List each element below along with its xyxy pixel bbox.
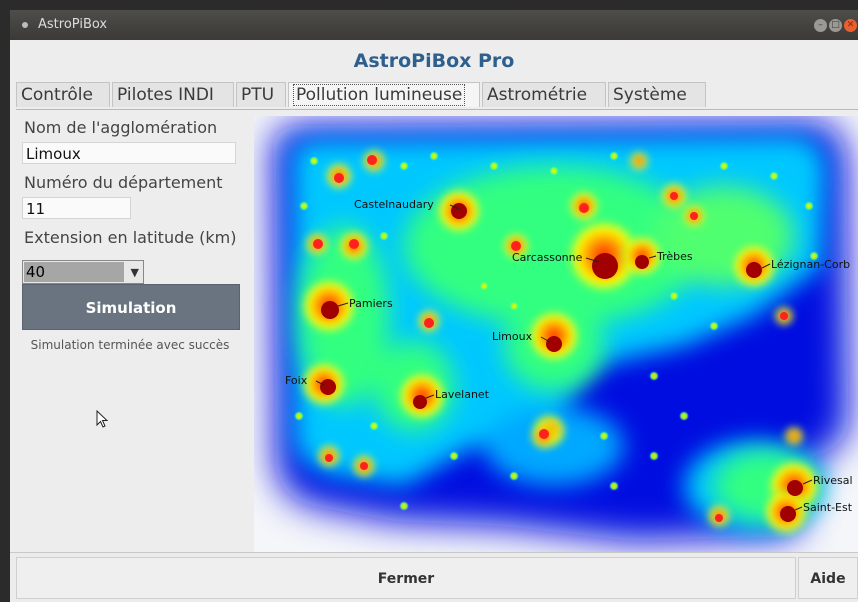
settings-panel: Nom de l'agglomération Limoux Numéro du … <box>10 110 250 550</box>
extension-select[interactable]: 40 ▼ <box>22 260 144 284</box>
tab-bar: Contrôle Pilotes INDI PTU Pollution lumi… <box>16 82 858 110</box>
agglo-label: Nom de l'agglomération <box>24 118 218 137</box>
city-label-saint-esteve: Saint-Est <box>803 501 853 514</box>
city-label-rivesaltes: Rivesal <box>813 474 853 487</box>
city-dot <box>746 262 762 278</box>
city-label-lezignan: Lézignan-Corb <box>771 258 850 271</box>
close-button[interactable]: Fermer <box>16 557 796 599</box>
mouse-cursor-icon <box>96 410 109 428</box>
city-dot <box>451 203 467 219</box>
light-pollution-map: Castelnaudary Carcassonne Trèbes Lézigna… <box>254 116 858 554</box>
app-window: AstroPiBox – □ ✕ AstroPiBox Pro Contrôle… <box>10 10 858 602</box>
city-dot <box>592 253 618 279</box>
app-title: AstroPiBox Pro <box>353 50 515 72</box>
tab-label: Contrôle <box>21 85 93 105</box>
city-label-pamiers: Pamiers <box>349 297 393 310</box>
pollution-map-svg: Castelnaudary Carcassonne Trèbes Lézigna… <box>254 116 858 554</box>
window-title: AstroPiBox <box>38 17 108 32</box>
extension-label: Extension en latitude (km) <box>24 228 237 247</box>
city-dot <box>787 480 803 496</box>
tab-label: Pollution lumineuse <box>293 84 466 106</box>
chevron-down-icon: ▼ <box>130 266 139 279</box>
dept-label: Numéro du département <box>24 173 223 192</box>
city-label-trebes: Trèbes <box>656 250 693 263</box>
maximize-icon[interactable]: □ <box>829 19 842 32</box>
status-text: Simulation terminée avec succès <box>30 338 230 352</box>
city-label-lavelanet: Lavelanet <box>435 388 490 401</box>
footer-bar: Fermer Aide <box>10 552 858 602</box>
city-dot <box>320 379 336 395</box>
window-titlebar[interactable]: AstroPiBox – □ ✕ <box>10 10 858 40</box>
city-label-foix: Foix <box>285 374 308 387</box>
agglo-input[interactable]: Limoux <box>22 142 236 164</box>
city-label-castelnaudary: Castelnaudary <box>354 198 434 211</box>
help-button[interactable]: Aide <box>798 557 858 599</box>
city-label-carcassonne: Carcassonne <box>512 251 583 264</box>
city-dot <box>546 336 562 352</box>
app-icon <box>22 22 28 28</box>
tab-pollution-lumineuse[interactable]: Pollution lumineuse <box>288 82 480 107</box>
extension-value: 40 <box>24 262 124 282</box>
close-icon[interactable]: ✕ <box>844 19 857 32</box>
simulation-button[interactable]: Simulation <box>22 284 240 330</box>
city-dot <box>635 255 649 269</box>
tab-label: PTU <box>241 85 275 105</box>
tab-astrometrie[interactable]: Astrométrie <box>482 82 606 107</box>
tab-label: Astrométrie <box>487 85 588 105</box>
tab-ptu[interactable]: PTU <box>236 82 286 107</box>
tab-pilotes-indi[interactable]: Pilotes INDI <box>112 82 234 107</box>
city-label-limoux: Limoux <box>492 330 533 343</box>
city-dot <box>780 506 796 522</box>
tab-label: Pilotes INDI <box>117 85 214 105</box>
tab-controle[interactable]: Contrôle <box>16 82 110 107</box>
tab-systeme[interactable]: Système <box>608 82 706 107</box>
tab-label: Système <box>613 85 687 105</box>
city-dot <box>321 301 339 319</box>
city-dot <box>413 395 427 409</box>
dept-input[interactable]: 11 <box>22 197 131 219</box>
minimize-icon[interactable]: – <box>814 19 827 32</box>
